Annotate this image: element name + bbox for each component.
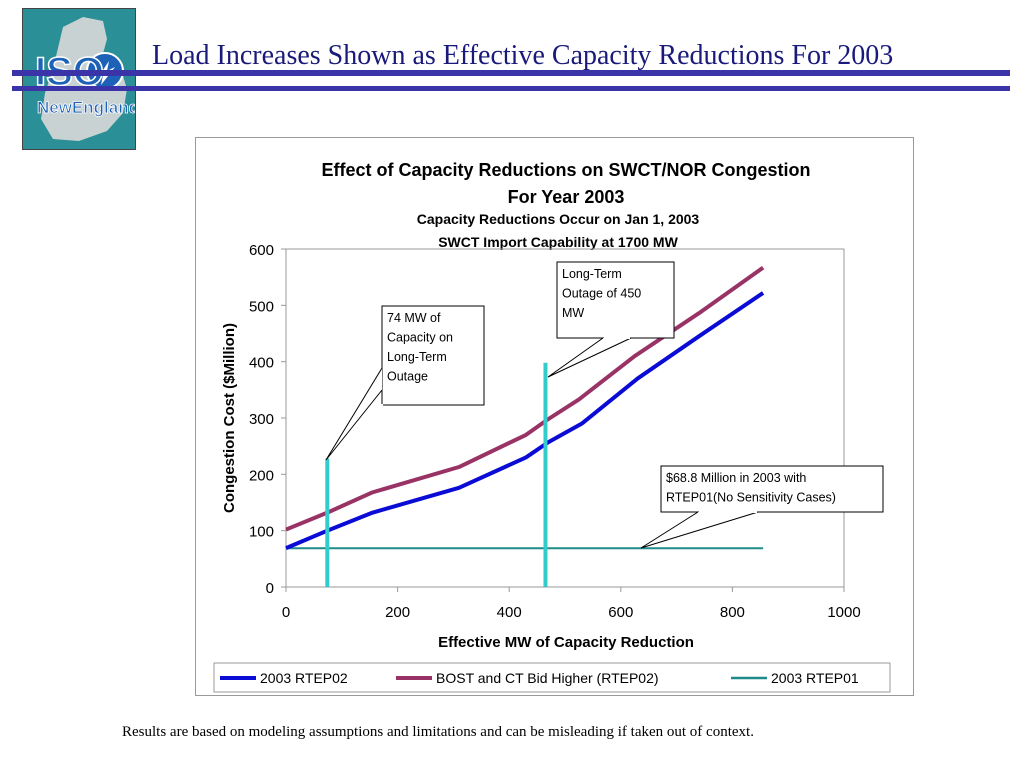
annotation-box-1 — [381, 305, 485, 406]
annotation-pointer-2 — [547, 337, 632, 378]
annotation-text: $68.8 Million in 2003 with — [666, 471, 806, 485]
logo-text-newengland: NewEngland — [37, 98, 135, 117]
title-rule-top — [12, 70, 1010, 76]
x-tick-label: 800 — [720, 604, 745, 621]
x-axis-label: Effective MW of Capacity Reduction — [438, 634, 694, 651]
disclaimer-footnote: Results are based on modeling assumption… — [122, 724, 754, 740]
x-tick-label: 1000 — [827, 604, 860, 621]
annotation-text: 74 MW of — [387, 311, 441, 325]
chart-subtitle-line2: SWCT Import Capability at 1700 MW — [438, 234, 678, 250]
annotation-box-3 — [660, 465, 884, 513]
y-tick-label: 300 — [249, 411, 274, 428]
y-tick-label: 100 — [249, 524, 274, 541]
annotation-pointer-3 — [640, 511, 759, 549]
series-line-1 — [285, 291, 765, 550]
annotation-text: Long-Term — [562, 267, 622, 281]
y-tick-label: 200 — [249, 467, 274, 484]
x-tick-label: 600 — [608, 604, 633, 621]
legend-label-2: BOST and CT Bid Higher (RTEP02) — [436, 670, 659, 686]
y-tick-label: 400 — [249, 355, 274, 372]
x-tick-label: 200 — [385, 604, 410, 621]
annotation-pointer-1 — [325, 367, 383, 461]
x-tick-label: 0 — [282, 604, 290, 621]
slide-title: Load Increases Shown as Effective Capaci… — [152, 40, 894, 71]
legend-label-1: 2003 RTEP02 — [260, 670, 348, 686]
annotation-text: Long-Term — [387, 350, 447, 364]
y-axis-label: Congestion Cost ($Million) — [221, 323, 238, 513]
chart-frame: Effect of Capacity Reductions on SWCT/NO… — [195, 137, 914, 696]
chart-subtitle: Capacity Reductions Occur on Jan 1, 2003 — [417, 211, 700, 227]
title-rule-bottom — [12, 86, 1010, 91]
legend-box — [213, 662, 891, 693]
annotation-text: Outage of 450 — [562, 287, 641, 301]
annotation-text: Capacity on — [387, 331, 453, 345]
annotation-box-2 — [556, 261, 675, 339]
legend-label-3: 2003 RTEP01 — [771, 670, 859, 686]
x-tick-label: 400 — [497, 604, 522, 621]
y-tick-label: 0 — [266, 580, 274, 597]
chart-title: Effect of Capacity Reductions on SWCT/NO… — [321, 160, 810, 180]
iso-new-england-logo: ISO NewEngland — [22, 8, 139, 150]
chart-svg: Effect of Capacity Reductions on SWCT/NO… — [213, 160, 891, 693]
annotation-text: RTEP01(No Sensitivity Cases) — [666, 491, 836, 505]
annotation-text: Outage — [387, 370, 428, 384]
y-tick-label: 500 — [249, 298, 274, 315]
y-tick-label: 600 — [249, 242, 274, 259]
annotation-text: MW — [562, 306, 584, 320]
chart-title-line2: For Year 2003 — [508, 187, 625, 207]
legend: 2003 RTEP02 BOST and CT Bid Higher (RTEP0… — [220, 670, 859, 686]
